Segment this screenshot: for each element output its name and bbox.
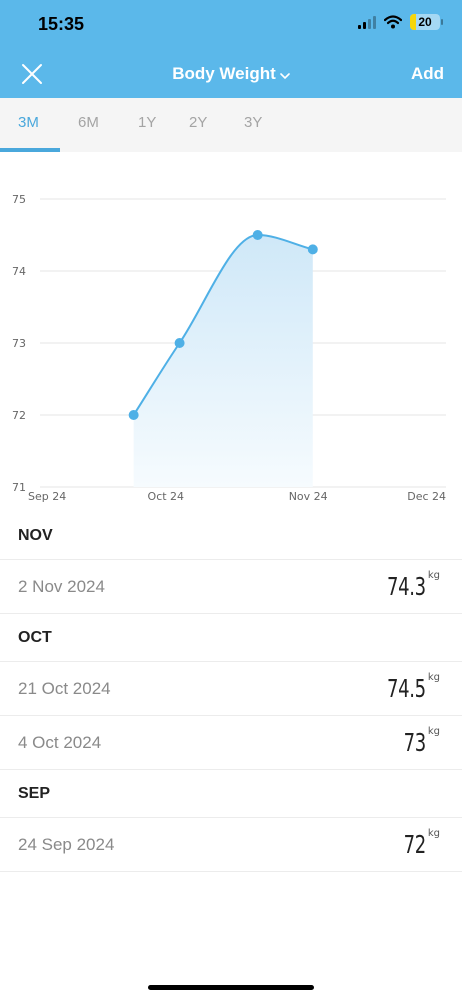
entry-unit: kg — [427, 828, 440, 839]
y-tick-label: 74 — [12, 265, 26, 278]
tab-2y[interactable]: 2Y — [189, 114, 208, 131]
y-tick-label: 75 — [12, 193, 26, 206]
entry-weight: 74.3 — [387, 572, 426, 601]
range-tabs: 3M 6M 1Y 2Y 3Y — [0, 98, 462, 152]
home-indicator — [148, 985, 314, 990]
entry-unit: kg — [427, 726, 440, 737]
data-point — [128, 410, 139, 420]
entry-date: 4 Oct 2024 — [18, 732, 102, 752]
entry-date: 24 Sep 2024 — [18, 834, 115, 854]
x-tick-label: Sep 24 — [28, 490, 66, 503]
tab-6m[interactable]: 6M — [78, 114, 99, 131]
status-indicators: 20 — [358, 14, 443, 30]
active-tab-indicator — [0, 148, 60, 152]
tab-3m[interactable]: 3M — [18, 114, 39, 131]
battery-icon: 20 — [410, 14, 443, 30]
y-tick-label: 71 — [12, 481, 26, 494]
entry-value: 74.3 kg — [372, 570, 440, 601]
entry-weight: 74.5 — [387, 674, 426, 703]
close-icon — [22, 64, 42, 84]
entry-unit: kg — [427, 672, 440, 683]
battery-fill — [410, 14, 416, 30]
wifi-icon — [384, 15, 402, 29]
series-line — [132, 233, 314, 416]
status-time: 15:35 — [38, 14, 85, 34]
tab-3y[interactable]: 3Y — [244, 114, 263, 131]
data-point — [252, 230, 263, 240]
entry-value: 74.5 kg — [372, 672, 440, 703]
weight-entry-list: NOV 2 Nov 2024 74.3 kg OCT 21 Oct 2024 74.5 kg 4… — [0, 512, 462, 872]
entry-date: 21 Oct 2024 — [18, 678, 111, 698]
month-header: SEP — [0, 770, 462, 818]
cellular-signal-icon — [358, 15, 376, 29]
battery-percent: 20 — [418, 15, 432, 29]
entry-unit: kg — [427, 570, 440, 581]
weight-entry-row[interactable]: 2 Nov 2024 74.3 kg — [0, 560, 462, 614]
entry-date: 2 Nov 2024 — [18, 576, 105, 596]
add-button[interactable]: Add — [410, 64, 444, 83]
close-button[interactable] — [20, 62, 44, 86]
entry-weight: 73 — [403, 728, 427, 757]
month-header: OCT — [0, 614, 462, 662]
series-area — [133, 235, 313, 487]
chevron-down-icon — [279, 65, 290, 85]
metric-selector[interactable]: Body Weight — [0, 64, 462, 85]
data-point — [174, 338, 185, 348]
entry-value: 73 kg — [395, 726, 440, 757]
weight-entry-row[interactable]: 4 Oct 2024 73 kg — [0, 716, 462, 770]
entry-weight: 72 — [403, 830, 427, 859]
x-tick-label: Dec 24 — [407, 490, 446, 503]
x-tick-label: Oct 24 — [148, 490, 185, 503]
page-title: Body Weight — [172, 64, 276, 83]
y-tick-label: 72 — [12, 409, 26, 422]
entry-value: 72 kg — [395, 828, 440, 859]
month-header: NOV — [0, 512, 462, 560]
y-tick-label: 73 — [12, 337, 26, 350]
app-header: 15:35 20 Body Weight Add — [0, 0, 462, 98]
weight-entry-row[interactable]: 21 Oct 2024 74.5 kg — [0, 662, 462, 716]
tab-1y[interactable]: 1Y — [138, 114, 157, 131]
x-tick-label: Nov 24 — [289, 490, 328, 503]
data-point — [307, 244, 318, 255]
weight-entry-row[interactable]: 24 Sep 2024 72 kg — [0, 818, 462, 872]
